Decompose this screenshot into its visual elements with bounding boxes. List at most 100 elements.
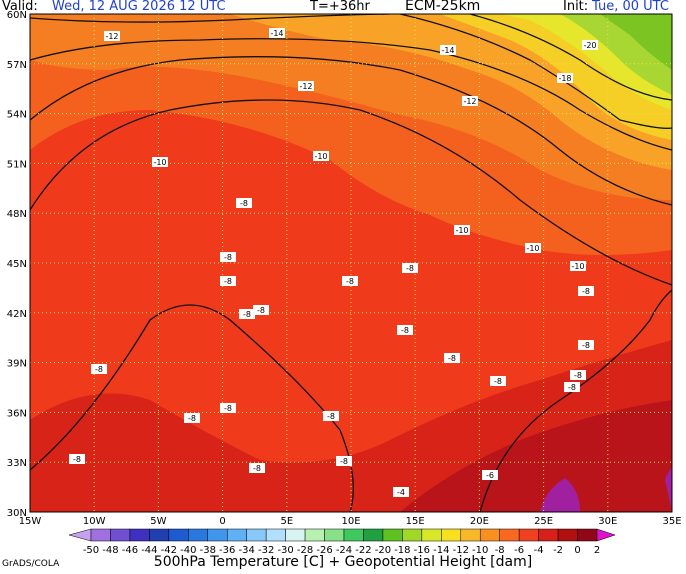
colorbar-swatch (577, 528, 598, 542)
colorbar-end (68, 528, 92, 542)
contour-label: -14 (441, 46, 454, 55)
contour-label-box (220, 252, 236, 262)
contour-label: -12 (463, 97, 476, 106)
contour-label-box (313, 151, 329, 161)
colorbar-label: -38 (200, 545, 216, 556)
contour-label-box (402, 263, 418, 273)
contour-label: -6 (486, 471, 494, 480)
contour-label: -10 (526, 244, 539, 253)
lon-label: 10E (341, 516, 360, 527)
lon-label: 25E (534, 516, 553, 527)
colorbar-swatch (324, 528, 345, 542)
contour-label-box (462, 96, 478, 106)
colorbar-label: -30 (277, 545, 293, 556)
model-name: ECM-25km (405, 0, 480, 14)
contour-label: -8 (494, 377, 502, 386)
colorbar-label: -18 (394, 545, 410, 556)
contour-label: -8 (224, 253, 232, 262)
forecast-hour: T=+36hr (309, 0, 371, 14)
lat-label: 33N (7, 458, 27, 469)
contour-label-box (578, 286, 594, 296)
colorbar-label: -36 (219, 545, 235, 556)
colorbar-label: 0 (574, 545, 580, 556)
colorbar-swatch (207, 528, 228, 542)
contour-label-box (570, 261, 586, 271)
colorbar-label: -24 (336, 545, 352, 556)
lat-label: 54N (7, 110, 27, 121)
contour-label-box (342, 276, 358, 286)
colorbar-swatch (90, 528, 111, 542)
colorbar-label: -34 (239, 545, 255, 556)
colorbar-label: -28 (297, 545, 313, 556)
colorbar-swatch (285, 528, 306, 542)
contour-label-box (336, 456, 352, 466)
contour-label: -8 (574, 371, 582, 380)
valid-label: Valid: (2, 0, 38, 14)
contour-label-box (440, 45, 456, 55)
contour-label-box (184, 413, 200, 423)
contour-label: -8 (401, 326, 409, 335)
contour-label: -20 (583, 41, 596, 50)
contour-label-box (578, 340, 594, 350)
colorbar-label: -6 (514, 545, 524, 556)
contour-label-box (249, 463, 265, 473)
lat-label: 48N (7, 209, 27, 220)
contour-label-box (220, 403, 236, 413)
contour-label: -10 (314, 152, 327, 161)
colorbar-swatch (110, 528, 131, 542)
colorbar-label: -50 (83, 545, 99, 556)
contour-label-box (557, 73, 573, 83)
contour-label: -8 (240, 199, 248, 208)
contour-label: -8 (243, 310, 251, 319)
contour-label-box (323, 411, 339, 421)
colorbar-swatch (168, 528, 189, 542)
contour-label: -10 (571, 262, 584, 271)
contour-label-box (104, 31, 120, 41)
contour-label: -8 (346, 277, 354, 286)
contour-label: -12 (299, 82, 312, 91)
contour-label-box (239, 309, 255, 319)
colorbar: -50 -48 -46 -44 -42 -40 -38 -36 -34 -32 -30 -28 -26-… (68, 528, 616, 556)
contour-label-box (454, 225, 470, 235)
lat-label: 45N (7, 259, 27, 270)
colorbar-swatch (226, 528, 247, 542)
contour-label: -8 (224, 404, 232, 413)
lon-label: 10W (83, 516, 106, 527)
contour-label: -8 (327, 412, 335, 421)
contour-labels: -12 -14 -14 -20 -18 -12 -12 -10 -10 -8 -10 -10 -10 -8… (69, 28, 598, 497)
colorbar-swatch (402, 528, 423, 542)
contour-label: -18 (558, 74, 571, 83)
colorbar-swatch (188, 528, 209, 542)
contour-label-box (570, 370, 586, 380)
colorbar-label: -22 (355, 545, 371, 556)
credit: GrADS/COLA (2, 559, 60, 569)
contour-label-box (69, 454, 85, 464)
init-label: Init: (563, 0, 588, 14)
contour-label: -8 (340, 457, 348, 466)
colorbar-label: -2 (553, 545, 563, 556)
lat-label: 60N (7, 10, 27, 21)
lon-label: 15W (19, 516, 42, 527)
colorbar-swatch (382, 528, 403, 542)
map-title: 500hPa Temperature [C] + Geopotential He… (154, 554, 532, 570)
contour-label-box (490, 376, 506, 386)
colorbar-label: -42 (161, 545, 177, 556)
colorbar-label: -10 (472, 545, 488, 556)
contour-label-box (236, 198, 252, 208)
contour-label-box (444, 353, 460, 363)
contour-label: -8 (73, 455, 81, 464)
colorbar-swatch (479, 528, 500, 542)
lon-label: 35E (662, 516, 681, 527)
colorbar-swatch (265, 528, 286, 542)
contour-label: -8 (257, 306, 265, 315)
contour-label: -4 (397, 488, 405, 497)
lon-label: 5W (150, 516, 166, 527)
colorbar-swatch (129, 528, 150, 542)
contour-label-box (393, 487, 409, 497)
contour-label-box (269, 28, 285, 38)
valid-time: Wed, 12 AUG 2026 12 UTC (52, 0, 226, 14)
init-time: Tue, 00 UTC (591, 0, 669, 14)
contour-label-box (564, 382, 580, 392)
